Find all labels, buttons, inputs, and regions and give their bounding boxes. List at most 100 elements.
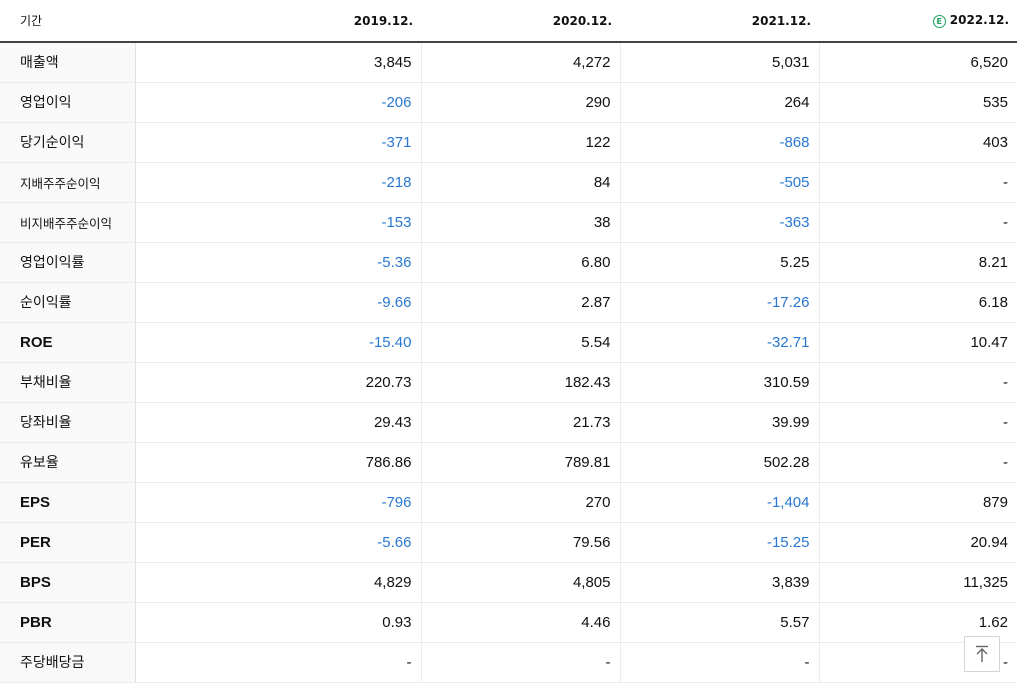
value-cell: 535 [818, 82, 1017, 123]
table-row: 당좌비율 29.43 21.73 39.99- [0, 402, 1017, 443]
value-cell: 502.28 [619, 442, 819, 483]
value-cell: 310.59 [619, 361, 819, 403]
value-cell: -505 [619, 162, 819, 203]
value-cell: 84 [420, 162, 620, 203]
value-cell: 2.87 [420, 282, 620, 323]
value-cell: -15.40 [134, 322, 421, 363]
row-label: 영업이익률 [0, 241, 136, 283]
value-cell: - [818, 361, 1017, 403]
value-cell: 789.81 [420, 442, 620, 483]
value-cell: 786.86 [134, 442, 421, 483]
row-label: ROE [0, 322, 136, 363]
value-cell: -206 [134, 82, 421, 123]
value-cell: 4,805 [420, 562, 620, 603]
value-cell: 182.43 [420, 361, 620, 403]
value-cell: -796 [134, 481, 421, 523]
value-cell: 4,829 [134, 562, 421, 603]
value-cell: -371 [134, 122, 421, 163]
value-cell: 4.46 [420, 602, 620, 643]
table-row: 순이익률 -9.66 2.87 -17.26 6.18 [0, 282, 1017, 323]
row-label: EPS [0, 481, 136, 523]
value-cell: 10.47 [818, 322, 1017, 363]
row-label: PBR [0, 602, 136, 643]
table-row: 부채비율 220.73 182.43 310.59- [0, 361, 1017, 403]
scroll-to-top-button[interactable] [964, 636, 1000, 672]
value-cell: 21.73 [420, 402, 620, 443]
value-cell: 220.73 [134, 361, 421, 403]
value-cell: 4,272 [420, 42, 620, 83]
estimate-badge-icon: E [932, 15, 946, 28]
value-cell: -32.71 [619, 322, 819, 363]
value-cell: 5.25 [619, 241, 819, 283]
value-cell: 20.94 [818, 522, 1017, 563]
table-row: EPS -796 270 -1,404 879 [0, 481, 1017, 523]
row-label: PER [0, 522, 136, 563]
value-cell: 3,839 [619, 562, 819, 603]
period-label: 2022.12. [949, 13, 1009, 27]
table-row: 당기순이익 -371 122 -868 403 [0, 122, 1017, 163]
value-cell: -363 [619, 202, 819, 243]
value-cell: 6,520 [818, 42, 1017, 83]
value-cell: -5.36 [134, 241, 421, 283]
table-row: 지배주주순이익 -218 84 -505- [0, 162, 1017, 203]
row-label: 주당배당금 [0, 641, 136, 683]
table-header-row: 기간 2019.12. 2020.12. 2021.12. E 2022.12. [0, 0, 1017, 43]
value-cell: - [818, 202, 1017, 243]
value-cell: 879 [818, 481, 1017, 523]
value-cell: 38 [420, 202, 620, 243]
period-column-header: 2019.12. [135, 0, 421, 43]
period-header-label: 기간 [0, 0, 135, 43]
value-cell: 1.62 [818, 602, 1017, 643]
value-cell: -5.66 [134, 522, 421, 563]
value-cell: - [818, 402, 1017, 443]
table-row: BPS 4,829 4,805 3,839 11,325 [0, 562, 1017, 603]
value-cell: -218 [134, 162, 421, 203]
value-cell: 264 [619, 82, 819, 123]
value-cell: - [818, 442, 1017, 483]
value-cell: - [420, 641, 620, 683]
value-cell: 11,325 [818, 562, 1017, 603]
value-cell: -153 [134, 202, 421, 243]
row-label: 비지배주주순이익 [0, 202, 136, 243]
row-label: 영업이익 [0, 82, 136, 123]
value-cell: 403 [818, 122, 1017, 163]
value-cell: 8.21 [818, 241, 1017, 283]
table-row: 매출액 3,845 4,272 5,031 6,520 [0, 42, 1017, 83]
period-column-header: 2021.12. [620, 0, 819, 43]
value-cell: -1,404 [619, 481, 819, 523]
value-cell: - [134, 641, 421, 683]
value-cell: 29.43 [134, 402, 421, 443]
value-cell: -15.25 [619, 522, 819, 563]
value-cell: 5.54 [420, 322, 620, 363]
row-label: 매출액 [0, 42, 136, 83]
value-cell: -9.66 [134, 282, 421, 323]
value-cell: 6.18 [818, 282, 1017, 323]
value-cell: 6.80 [420, 241, 620, 283]
value-cell: 0.93 [134, 602, 421, 643]
value-cell: -17.26 [619, 282, 819, 323]
value-cell: 5,031 [619, 42, 819, 83]
row-label: 지배주주순이익 [0, 162, 136, 203]
arrow-up-to-top-icon [976, 645, 988, 662]
row-label: 당기순이익 [0, 122, 136, 163]
table-row: 영업이익 -206 290 264 535 [0, 82, 1017, 123]
table-row: PBR 0.93 4.46 5.57 1.62 [0, 602, 1017, 643]
value-cell: 290 [420, 82, 620, 123]
value-cell: 3,845 [134, 42, 421, 83]
table-row: 유보율 786.86 789.81 502.28- [0, 442, 1017, 483]
table-row: PER -5.66 79.56 -15.25 20.94 [0, 522, 1017, 563]
table-row: ROE -15.40 5.54 -32.71 10.47 [0, 322, 1017, 363]
row-label: 유보율 [0, 442, 136, 483]
value-cell: -868 [619, 122, 819, 163]
value-cell: 79.56 [420, 522, 620, 563]
value-cell: - [619, 641, 819, 683]
value-cell: 122 [420, 122, 620, 163]
period-column-header: 2020.12. [421, 0, 620, 43]
value-cell: 270 [420, 481, 620, 523]
row-label: 부채비율 [0, 361, 136, 403]
table-row: 영업이익률 -5.36 6.80 5.25 8.21 [0, 241, 1017, 283]
table-row: 비지배주주순이익 -153 38 -363- [0, 202, 1017, 243]
value-cell: 39.99 [619, 402, 819, 443]
value-cell: 5.57 [619, 602, 819, 643]
